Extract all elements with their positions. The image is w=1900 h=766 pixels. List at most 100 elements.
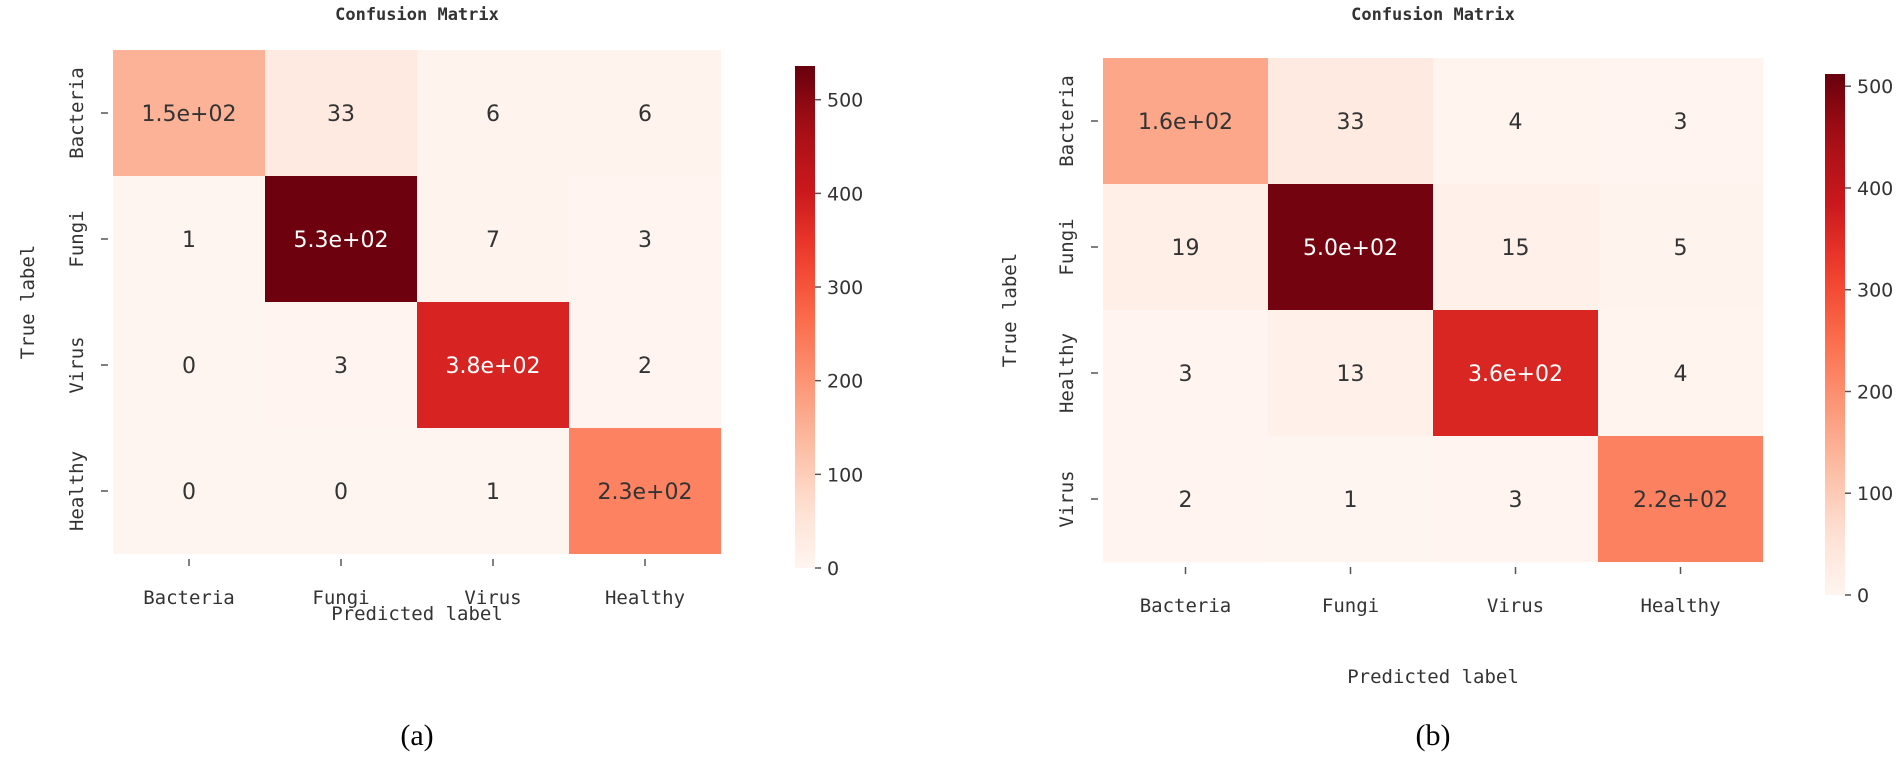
colorbar-tick-label: 300 [827,277,863,299]
x-tick-label: Bacteria [143,587,235,609]
x-tick-label: Fungi [1322,595,1379,617]
y-axis-label: True label [17,245,39,359]
x-tick-label: Healthy [1640,595,1720,617]
cell-annotation: 6 [638,102,652,127]
cell-annotation: 6 [486,102,500,127]
heatmap-cell [1103,436,1268,562]
chart-title: Confusion Matrix [1351,5,1515,25]
heatmap-cell [1433,436,1598,562]
heatmap-cells: 1.6e+02 33 4 319 5.0e+02 15 53 13 3.6e+02 42 1 3 2.2… [1103,58,1763,562]
cell-annotation: 3.6e+02 [1468,362,1563,387]
heatmap-cell [1103,184,1268,310]
cell-annotation: 2 [638,354,652,379]
colorbar-tick-label: 500 [1857,76,1893,98]
panel-label: (b) [1416,719,1451,752]
colorbar-tick-label: 100 [827,464,863,486]
cell-annotation: 33 [327,102,355,127]
colorbar-tick-label: 200 [827,371,863,393]
colorbar-tick-label: 100 [1857,483,1893,505]
colorbar [1825,74,1845,595]
cell-annotation: 7 [486,228,500,253]
colorbar-tick-label: 500 [827,90,863,112]
heatmap-cell [265,428,417,554]
confusion-matrix-panel-a: Confusion Matrix 1.5e+02 33 6 6 1 5.3e+02 7 3 0 3 3… [17,5,863,752]
heatmap-cell [265,176,417,302]
heatmap-cell [265,302,417,428]
chart-title: Confusion Matrix [335,5,499,25]
heatmap-cell [417,176,569,302]
cell-annotation: 19 [1172,236,1200,261]
cell-annotation: 4 [1509,110,1523,135]
heatmap-cell [1103,58,1268,184]
heatmap-cell [1433,310,1598,436]
y-tick-label: Healthy [1056,333,1078,413]
cell-annotation: 1.5e+02 [142,102,237,127]
cell-annotation: 4 [1674,362,1688,387]
cell-annotation: 2.3e+02 [598,480,693,505]
cell-annotation: 1 [182,228,196,253]
x-axis-label: Predicted label [331,603,503,625]
heatmap-cell [113,302,265,428]
cell-annotation: 3 [1509,488,1523,513]
heatmap-cell [1598,436,1763,562]
cell-annotation: 0 [182,354,196,379]
heatmap-cell [417,428,569,554]
heatmap-cell [417,50,569,176]
cell-annotation: 1 [1344,488,1358,513]
x-tick-label: Healthy [605,587,685,609]
colorbar-tick-label: 0 [827,558,839,580]
cell-annotation: 3 [1179,362,1193,387]
colorbar-tick-label: 200 [1857,381,1893,403]
heatmap-cell [1268,436,1433,562]
cell-annotation: 2 [1179,488,1193,513]
y-tick-label: Healthy [66,451,88,531]
heatmap-cell [265,50,417,176]
heatmap-cell [1598,184,1763,310]
heatmap-cell [1268,310,1433,436]
cell-annotation: 13 [1337,362,1365,387]
y-tick-label: Virus [66,336,88,393]
x-tick-label: Virus [464,587,521,609]
heatmap-cell [113,428,265,554]
heatmap-cell [1103,310,1268,436]
heatmap-cell [569,428,721,554]
cell-annotation: 5 [1674,236,1688,261]
colorbar [795,66,815,568]
heatmap-cell [1598,310,1763,436]
heatmap-cell [1268,184,1433,310]
heatmap-cell [569,176,721,302]
cell-annotation: 0 [182,480,196,505]
y-tick-label: Bacteria [66,67,88,159]
cell-annotation: 0 [334,480,348,505]
cell-annotation: 3.8e+02 [446,354,541,379]
cell-annotation: 3 [1674,110,1688,135]
cell-annotation: 3 [334,354,348,379]
heatmap-cell [113,50,265,176]
heatmap-cell [1433,58,1598,184]
heatmap-cells: 1.5e+02 33 6 6 1 5.3e+02 7 3 0 3 3.8e+02 2 0 0 1 2.3e+0… [113,50,721,554]
heatmap-cell [1598,58,1763,184]
x-tick-label: Virus [1487,595,1544,617]
cell-annotation: 2.2e+02 [1633,488,1728,513]
heatmap-cell [1433,184,1598,310]
cell-annotation: 15 [1502,236,1530,261]
heatmap-cell [113,176,265,302]
heatmap-cell [569,50,721,176]
heatmap-cell [1268,58,1433,184]
y-tick-label: Virus [1056,470,1078,527]
cell-annotation: 1.6e+02 [1138,110,1233,135]
panel-label: (a) [400,719,433,752]
cell-annotation: 33 [1337,110,1365,135]
heatmap-cell [417,302,569,428]
cell-annotation: 1 [486,480,500,505]
colorbar-tick-label: 300 [1857,280,1893,302]
cell-annotation: 5.3e+02 [294,228,389,253]
colorbar-tick-label: 400 [1857,178,1893,200]
y-tick-label: Fungi [1056,218,1078,275]
x-tick-label: Fungi [312,587,369,609]
cell-annotation: 5.0e+02 [1303,236,1398,261]
colorbar-tick-label: 0 [1857,585,1869,607]
cell-annotation: 3 [638,228,652,253]
